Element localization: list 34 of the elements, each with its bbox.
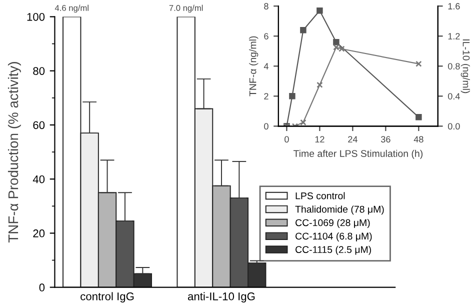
x-tick-label: 12	[315, 136, 324, 142]
y-tick-label: 8	[264, 3, 268, 10]
x-tick-label: 48	[414, 136, 424, 143]
y-tick-label: 40	[32, 175, 45, 184]
text: 4.6 ng/ml	[54, 4, 88, 13]
x-tick-label: 24	[348, 136, 358, 142]
y-tick-label: 100	[27, 12, 45, 21]
y-tick-label: 2	[264, 93, 268, 100]
legend-label: LPS control	[296, 192, 345, 200]
x-tick-label: control IgG	[80, 292, 134, 302]
y-tick-label: 0	[264, 123, 268, 130]
x-axis-title: Time after LPS Stimulation (h)	[293, 150, 423, 159]
y-tick-label: 60	[33, 121, 45, 130]
x-tick-label: 0	[284, 136, 289, 143]
y2-tick-label: 1.2	[448, 33, 460, 40]
legend-label: Thalidomide (78 μM)	[295, 206, 384, 215]
y-axis-title: TNF-α Production (% activity)	[8, 62, 21, 243]
y-tick-label: 0	[39, 284, 45, 292]
legend-label: CC-1069 (28 μM)	[296, 219, 370, 228]
y-tick-label: 6	[264, 33, 268, 40]
y-tick-label: 4	[264, 63, 268, 70]
y-tick-label: 80	[33, 67, 45, 75]
legend-label: CC-1115 (2.5 μM)	[296, 246, 372, 255]
y2-tick-label: 0.0	[448, 123, 460, 130]
y2-tick-label: 0.4	[448, 93, 460, 100]
y2-tick-label: 1.6	[448, 3, 460, 10]
text: 7.0 ng/ml	[169, 4, 203, 13]
x-tick-label: 36	[381, 136, 390, 143]
y2-tick-label: 0.8	[448, 63, 460, 70]
y-tick-label: 20	[33, 229, 45, 238]
y2-axis-title: IL-10 (ng/ml)	[460, 39, 470, 94]
y-axis-title: TNF-α (ng/ml)	[249, 36, 258, 96]
x-tick-label: anti-IL-10 IgG	[188, 292, 255, 302]
legend-label: CC-1104 (6.8 μM)	[296, 232, 372, 242]
